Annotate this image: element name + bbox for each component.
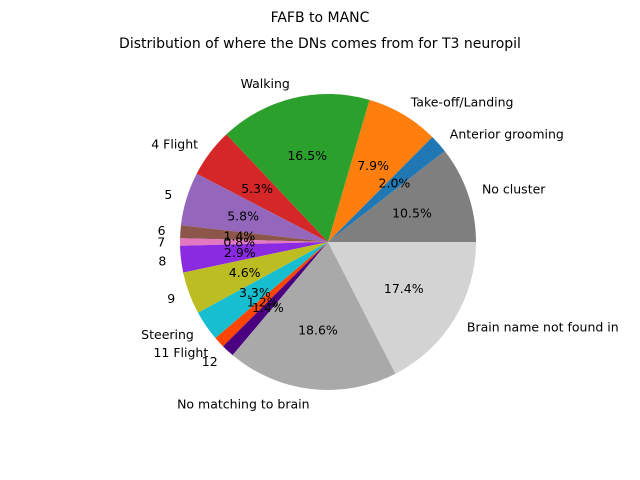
chart-title: FAFB to MANC xyxy=(271,10,370,26)
pie-slice-11-flight xyxy=(215,242,328,347)
slice-label-11-flight: 11 Flight xyxy=(153,345,208,360)
pie-slice-5 xyxy=(180,173,328,242)
slice-label-take-off-landing: Take-off/Landing xyxy=(410,94,514,109)
chart-subtitle: Distribution of where the DNs comes from… xyxy=(119,36,521,52)
pie-slice-4-flight xyxy=(196,134,328,242)
pie-slices xyxy=(179,94,476,390)
slice-label-no-matching-to-brain: No matching to brain xyxy=(177,396,309,411)
slice-percent-6: 1.4% xyxy=(224,228,256,243)
slice-label-12: 12 xyxy=(202,354,218,369)
pie-slice-7 xyxy=(179,238,328,246)
pie-slice-brain-name-not-found-in xyxy=(328,242,476,374)
slice-percent-4-flight: 5.3% xyxy=(241,181,273,196)
slice-label-5: 5 xyxy=(164,187,172,202)
slice-percent-9: 4.6% xyxy=(229,265,261,280)
pie-slice-9 xyxy=(183,242,328,313)
pie-slice-12 xyxy=(223,242,328,356)
pie-slice-8 xyxy=(180,242,328,273)
slice-percent-no-matching-to-brain: 18.6% xyxy=(298,323,338,338)
slice-percent-take-off-landing: 7.9% xyxy=(357,158,389,173)
slice-label-walking: Walking xyxy=(241,76,290,91)
pie-slice-walking xyxy=(226,94,370,243)
slice-percent-steering: 3.3% xyxy=(239,285,271,300)
slice-percent-walking: 16.5% xyxy=(287,148,327,163)
slice-percent-5: 5.8% xyxy=(227,209,259,224)
slice-label-anterior-grooming: Anterior grooming xyxy=(450,126,564,141)
slice-label-steering: Steering xyxy=(141,327,194,342)
slice-label-4-flight: 4 Flight xyxy=(151,136,198,151)
slice-percent-no-cluster: 10.5% xyxy=(392,206,432,221)
slice-label-7: 7 xyxy=(157,235,165,250)
pie-labels: No cluster Anterior grooming Take-off/Land… xyxy=(141,76,619,411)
slice-percent-11-flight: 1.2% xyxy=(247,295,279,310)
pie-slice-no-cluster xyxy=(328,150,476,242)
slice-label-9: 9 xyxy=(167,291,175,306)
slice-label-no-cluster: No cluster xyxy=(482,182,546,197)
pie-slice-6 xyxy=(180,225,328,242)
pie-slice-steering xyxy=(198,242,328,339)
slice-percent-8: 2.9% xyxy=(224,245,256,260)
slice-percent-anterior-grooming: 2.0% xyxy=(379,176,411,191)
slice-label-brain-name-not-found-in: Brain name not found in xyxy=(467,319,619,334)
slice-label-6: 6 xyxy=(158,223,166,238)
pie-slice-no-matching-to-brain xyxy=(232,242,396,390)
pie-slice-take-off-landing xyxy=(328,99,433,242)
slice-percent-7: 0.8% xyxy=(223,235,255,250)
slice-label-8: 8 xyxy=(158,253,166,268)
slice-percent-12: 1.4% xyxy=(252,300,284,315)
pie-slice-anterior-grooming xyxy=(328,137,445,242)
pie-percent-labels: 10.5%2.0%7.9%16.5%5.3%5.8%1.4%0.8%2.9%4.… xyxy=(223,148,432,338)
slice-percent-brain-name-not-found-in: 17.4% xyxy=(384,281,424,296)
